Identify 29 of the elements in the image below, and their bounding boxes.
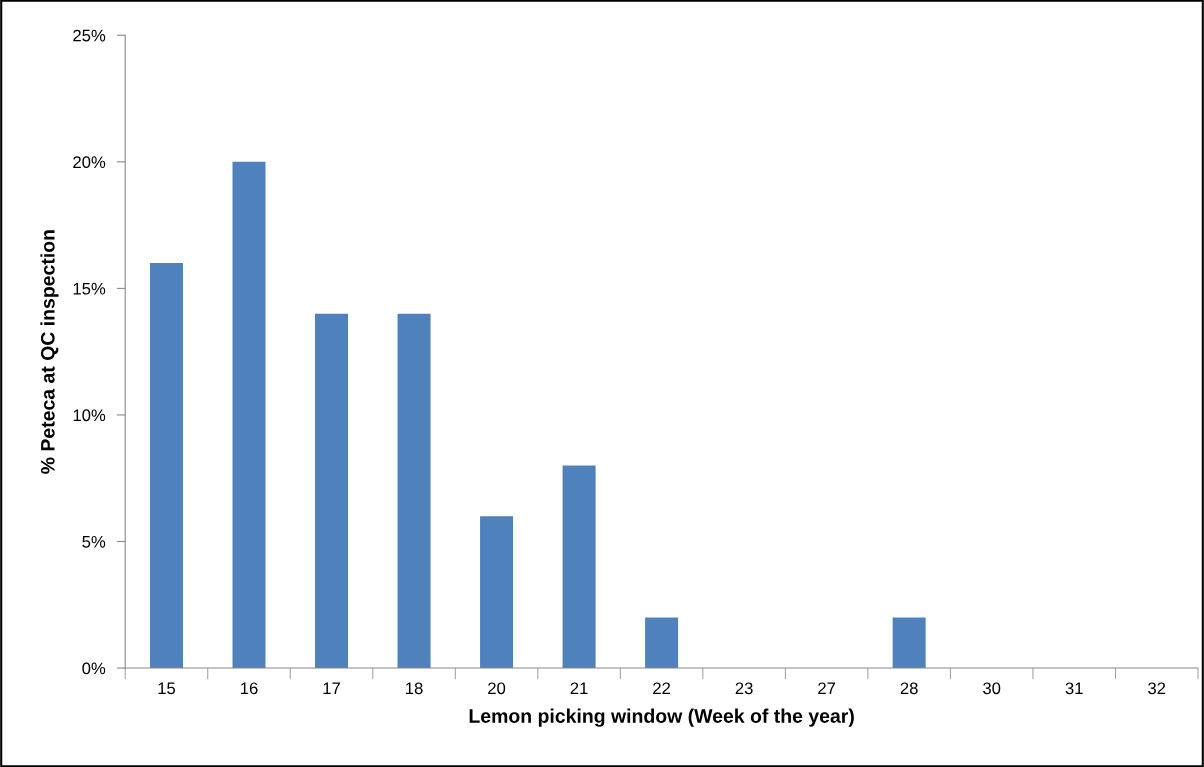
y-tick-label: 25% [73, 29, 106, 42]
bar [892, 617, 926, 669]
bar [480, 516, 514, 669]
x-tick-label: 17 [323, 682, 340, 695]
x-axis-title: Lemon picking window (Week of the year) [469, 708, 854, 727]
x-tick-label: 20 [488, 682, 506, 695]
x-tick-label: 22 [653, 682, 671, 695]
x-tick-label: 32 [1148, 682, 1166, 695]
y-axis-title: % Peteca at QC inspection [40, 230, 59, 474]
x-tick-label: 23 [735, 682, 753, 695]
x-tick-label: 15 [158, 682, 176, 695]
x-tick-label: 30 [983, 682, 1001, 695]
bar [149, 263, 183, 669]
y-tick-label: 15% [73, 282, 106, 295]
x-tick-label: 28 [900, 682, 918, 695]
bar [397, 313, 431, 669]
x-tick-label: 18 [406, 682, 423, 695]
x-tick-label: 16 [241, 682, 258, 695]
bar [645, 617, 679, 669]
y-tick-label: 5% [82, 535, 106, 548]
bar [315, 313, 349, 669]
x-tick-label: 31 [1065, 682, 1083, 695]
y-tick-label: 0% [82, 662, 106, 675]
bar [562, 465, 596, 669]
bar [232, 161, 266, 669]
x-tick-label: 27 [818, 682, 836, 695]
x-tick-label: 21 [570, 682, 588, 695]
y-tick-label: 20% [73, 156, 106, 169]
y-tick-label: 10% [73, 409, 106, 422]
